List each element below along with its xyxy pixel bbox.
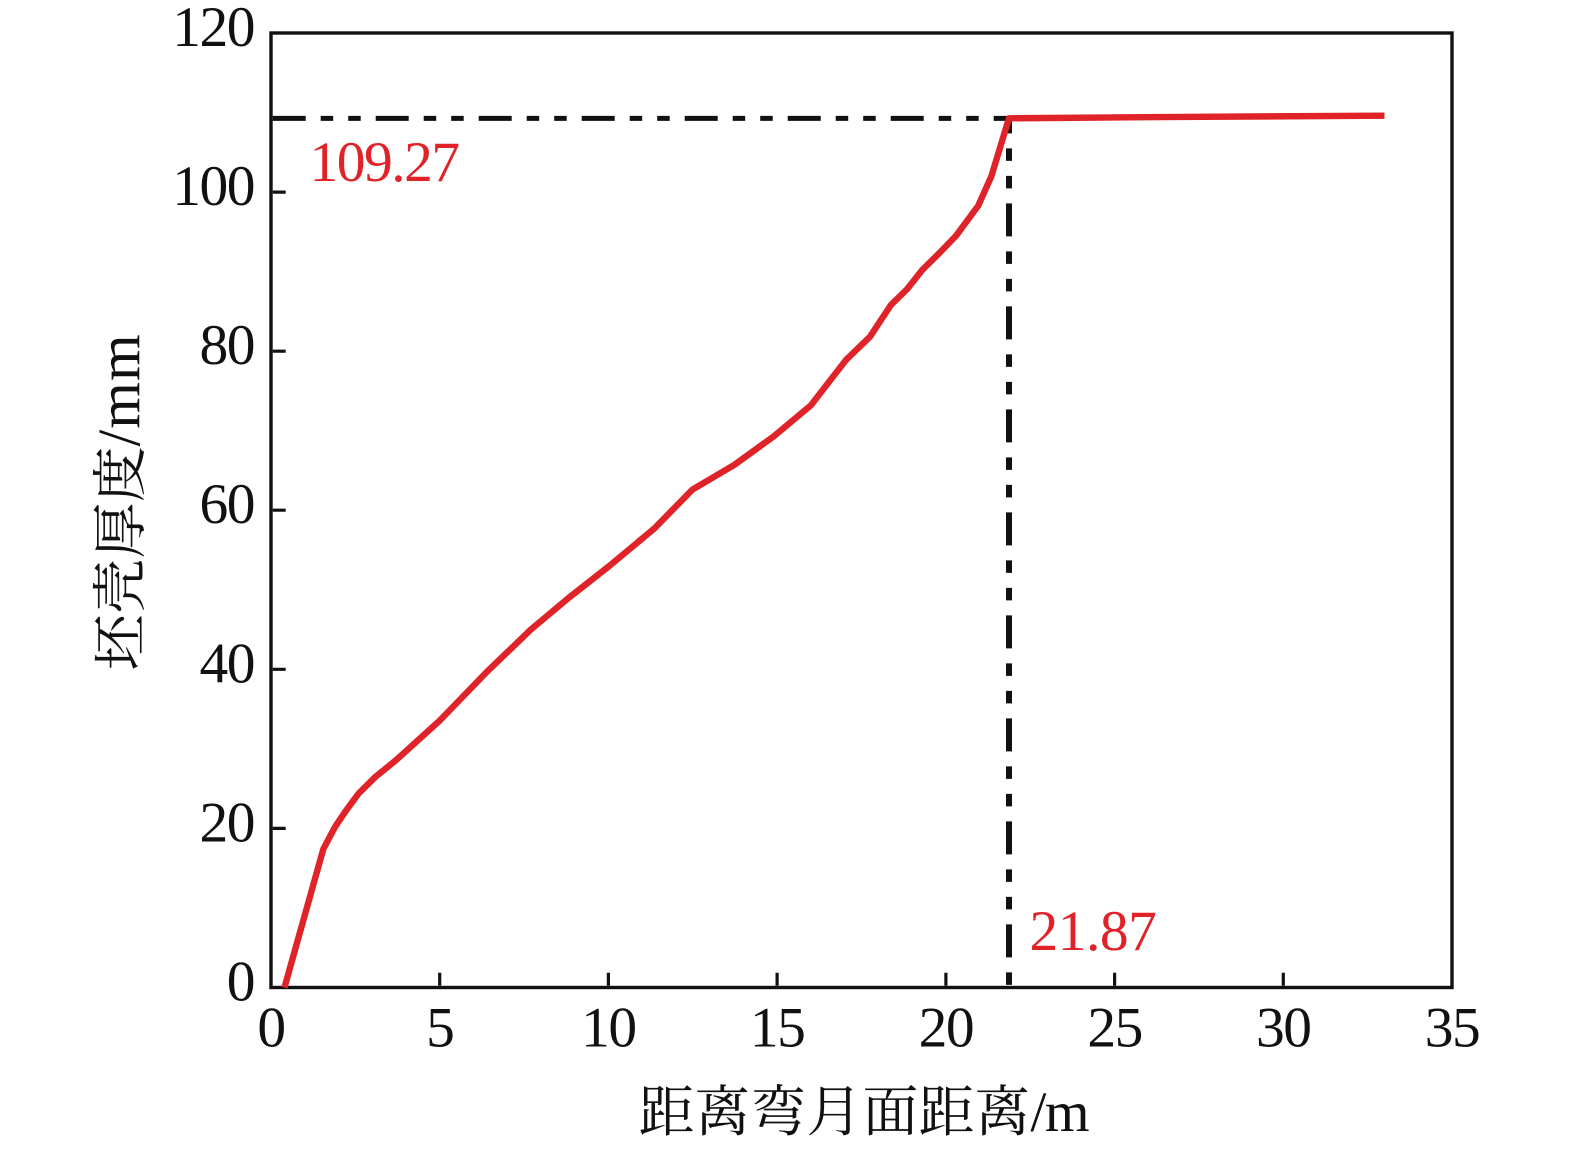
svg-text:/m: /m [1030, 1081, 1088, 1144]
svg-text:5: 5 [426, 997, 453, 1060]
svg-text:109.27: 109.27 [310, 131, 460, 194]
svg-text:0: 0 [257, 997, 284, 1060]
svg-text:100: 100 [172, 155, 254, 218]
svg-text:40: 40 [200, 632, 255, 695]
svg-text:20: 20 [200, 791, 255, 854]
svg-text:120: 120 [172, 0, 254, 59]
svg-text:60: 60 [200, 473, 255, 536]
svg-text:15: 15 [750, 997, 805, 1060]
svg-text:/mm: /mm [87, 333, 153, 446]
svg-text:21.87: 21.87 [1030, 900, 1157, 963]
svg-text:20: 20 [919, 997, 974, 1060]
svg-text:30: 30 [1256, 997, 1311, 1060]
svg-text:80: 80 [200, 314, 255, 377]
svg-text:25: 25 [1087, 997, 1142, 1060]
svg-text:0: 0 [227, 951, 254, 1014]
svg-text:10: 10 [581, 997, 636, 1060]
svg-text:35: 35 [1425, 997, 1480, 1060]
